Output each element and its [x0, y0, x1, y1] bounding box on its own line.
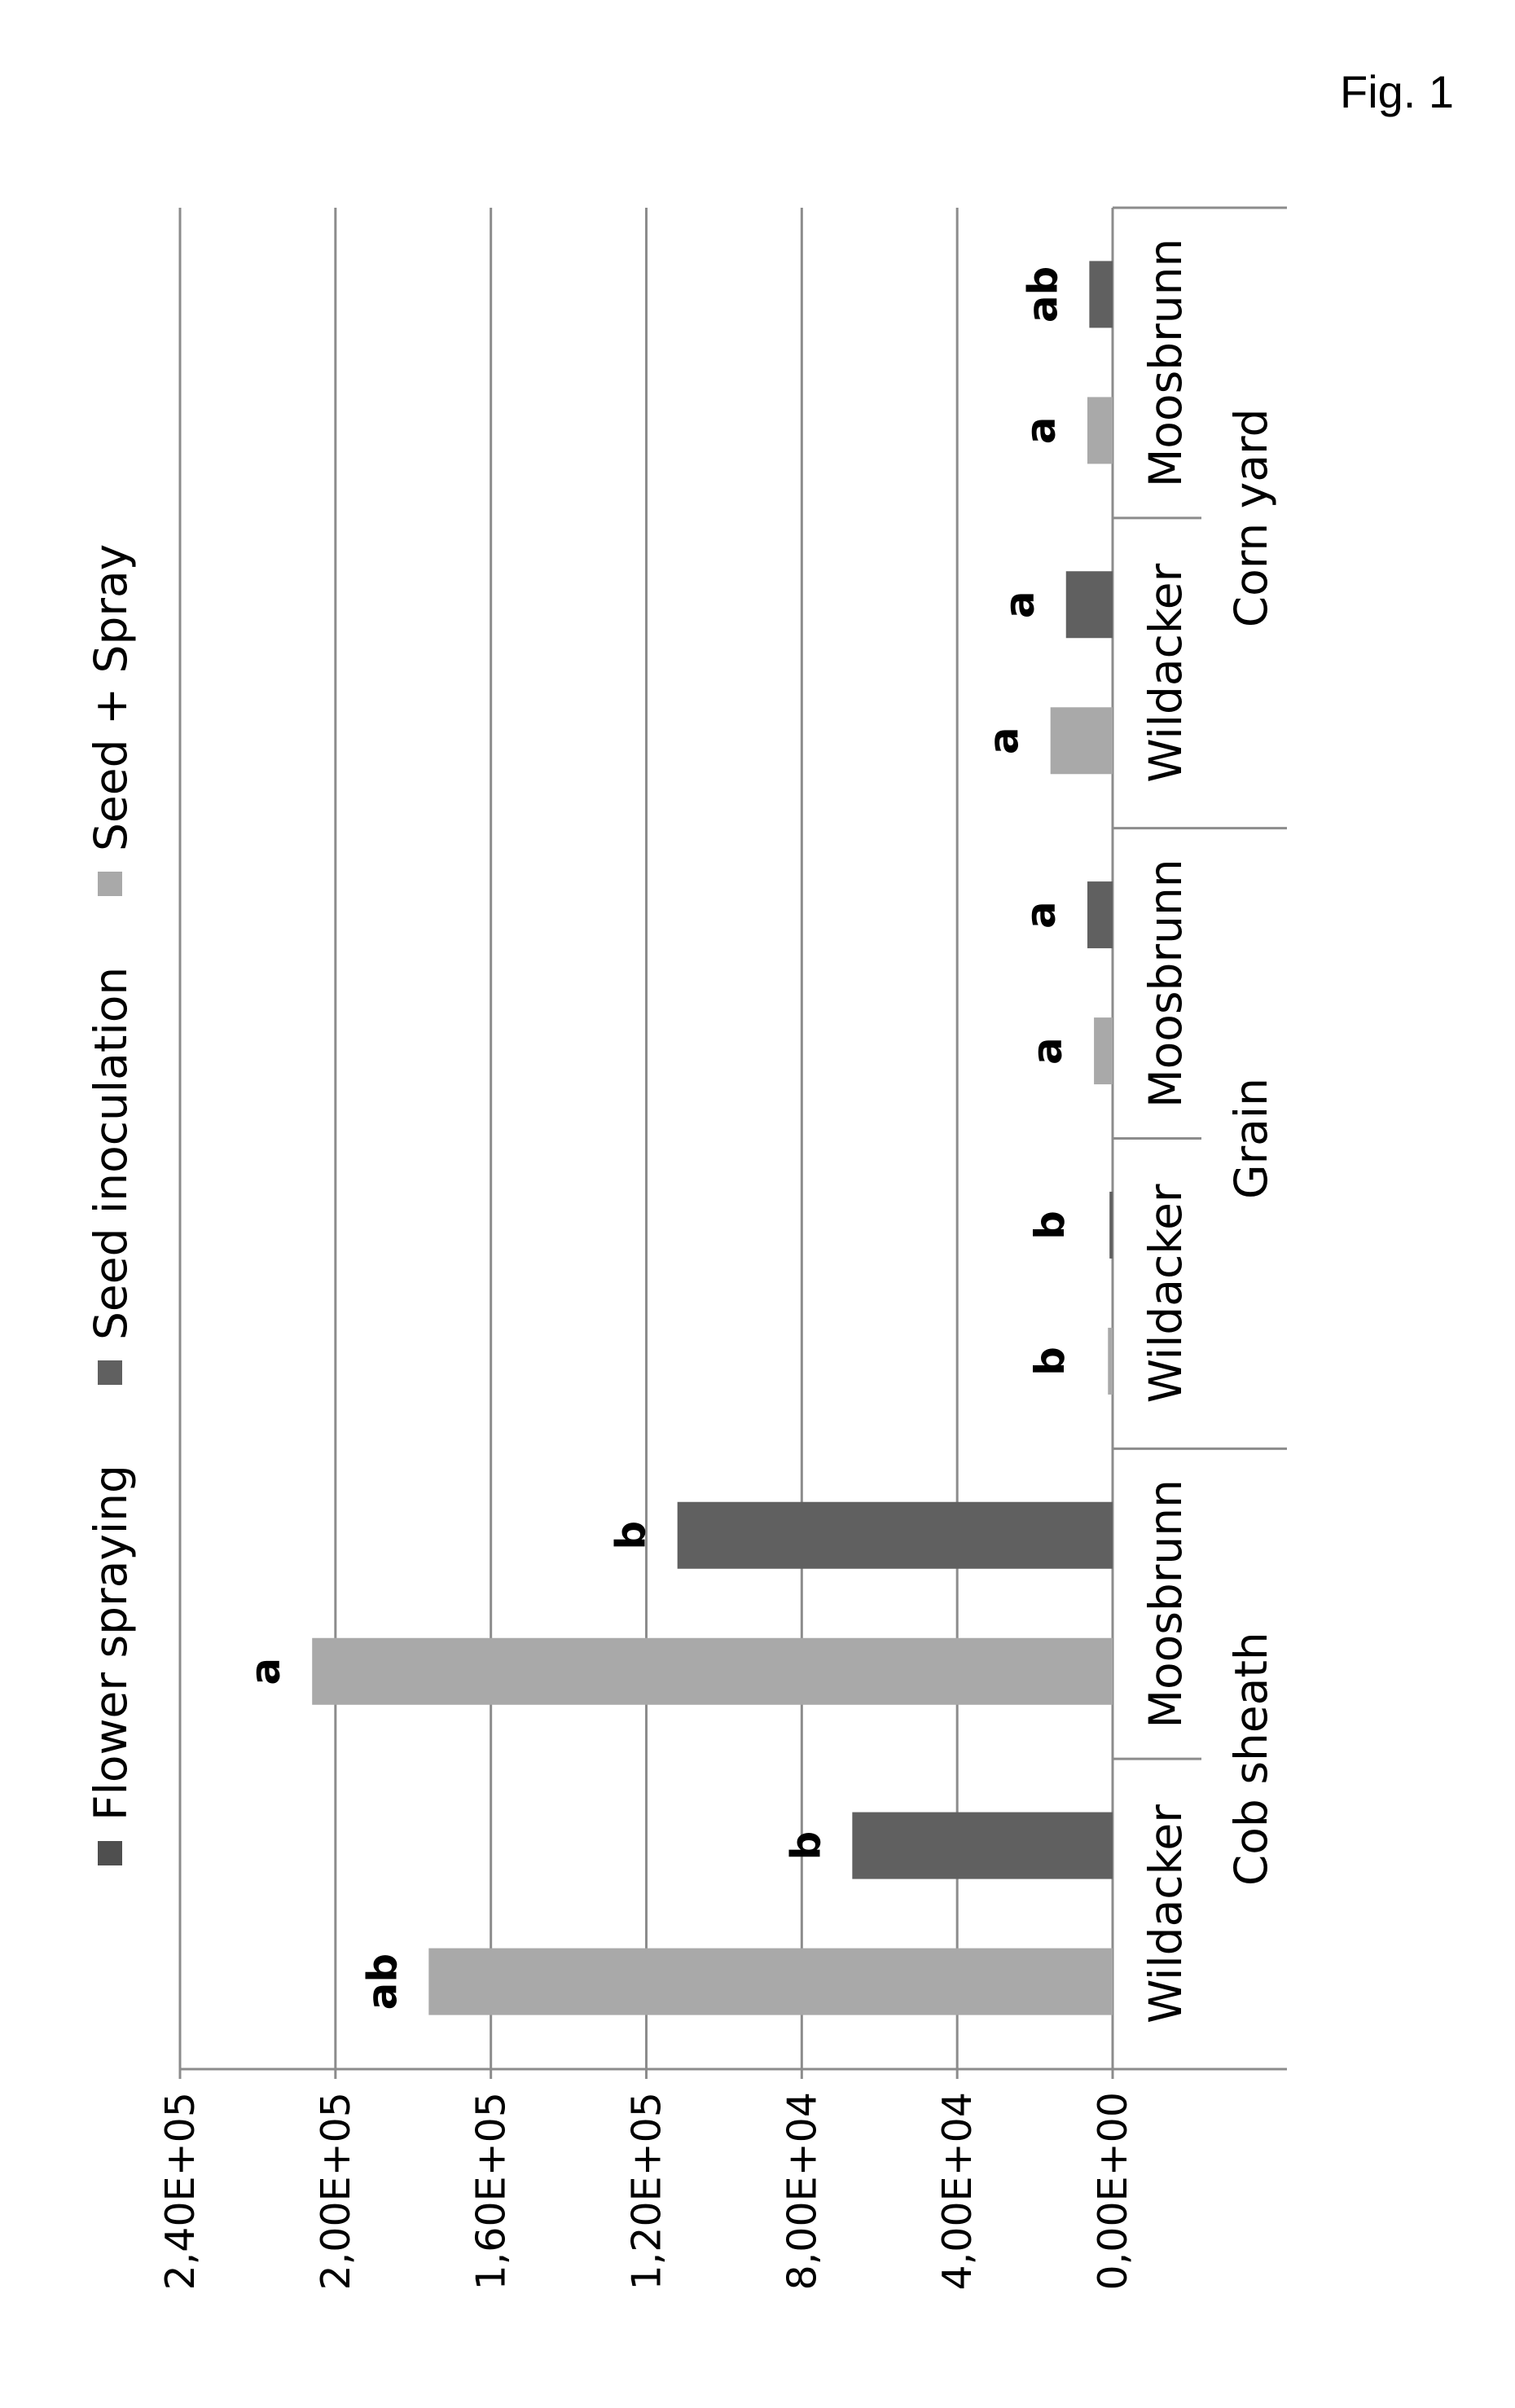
significance-label: ab: [358, 1953, 406, 2010]
significance-label: a: [242, 1658, 289, 1685]
y-tick-label: 1,20E+05: [624, 2092, 670, 2290]
significance-label: b: [608, 1521, 655, 1550]
group-label: Corn yard: [1225, 408, 1277, 627]
y-tick-label: 0,00E+00: [1090, 2092, 1136, 2290]
category-label: Moosbrunn: [1140, 859, 1192, 1108]
bar-seed-spray: [1094, 1017, 1113, 1084]
group-label: Grain: [1225, 1078, 1277, 1199]
bar-seed-spray: [428, 1949, 1113, 2015]
bar-seed-inoculation: [1089, 261, 1113, 327]
category-label: Wildacker: [1140, 1184, 1192, 1403]
category-label: Moosbrunn: [1140, 239, 1192, 488]
y-tick-label: 2,40E+05: [157, 2092, 204, 2290]
significance-label: ab: [1019, 266, 1066, 323]
y-tick-label: 1,60E+05: [468, 2092, 515, 2290]
bar-seed-inoculation: [1087, 881, 1113, 948]
y-tick-label: 4,00E+04: [934, 2092, 981, 2290]
category-label: Moosbrunn: [1140, 1479, 1192, 1729]
significance-label: b: [782, 1831, 829, 1861]
significance-label: a: [1024, 1037, 1071, 1065]
legend-swatch: [98, 1841, 122, 1865]
legend-swatch: [98, 1360, 122, 1385]
y-tick-label: 2,00E+05: [313, 2092, 359, 2290]
bar-seed-inoculation: [852, 1813, 1113, 1879]
bar-seed-spray: [312, 1638, 1113, 1705]
legend-label: Flower spraying: [85, 1465, 137, 1821]
bar-seed-spray: [1051, 707, 1113, 774]
legend-label: Seed inoculation: [85, 967, 137, 1340]
legend-label: Seed + Spray: [85, 544, 137, 851]
category-label: Wildacker: [1140, 1804, 1192, 2024]
y-tick-label: 8,00E+04: [779, 2092, 825, 2290]
significance-label: a: [981, 727, 1028, 754]
group-label: Cob sheath: [1225, 1632, 1277, 1886]
category-label: Wildacker: [1140, 563, 1192, 782]
bar-seed-inoculation: [1066, 571, 1113, 638]
bar-seed-inoculation: [678, 1502, 1113, 1569]
legend-swatch: [98, 872, 122, 896]
significance-label: a: [1017, 901, 1065, 929]
bar-seed-spray: [1087, 397, 1113, 464]
bar-seed-inoculation: [1109, 1192, 1113, 1259]
significance-label: a: [1017, 417, 1065, 445]
significance-label: b: [1026, 1211, 1074, 1240]
significance-label: b: [1026, 1347, 1074, 1376]
bar-seed-spray: [1108, 1328, 1113, 1395]
significance-label: a: [996, 591, 1043, 618]
